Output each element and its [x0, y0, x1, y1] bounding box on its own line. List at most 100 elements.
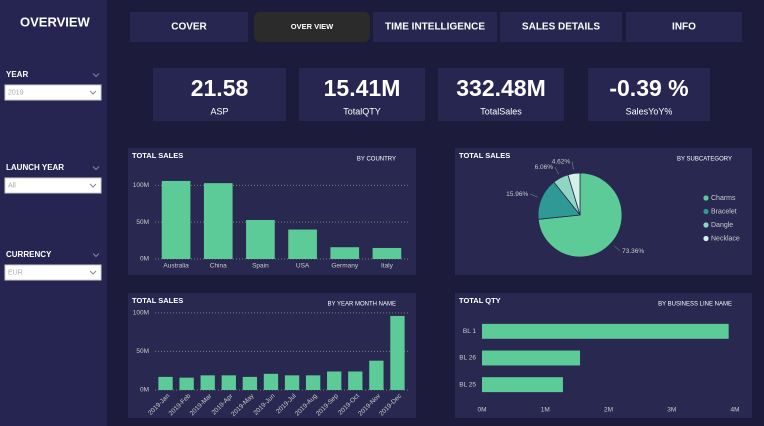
chart-subtitle: BY SUBCATEGORY: [677, 157, 732, 163]
legend-label: Necklace: [711, 235, 740, 242]
kpi-card: [299, 68, 425, 121]
bar: [203, 183, 233, 259]
bar: [200, 375, 215, 390]
chart-panel: [128, 293, 416, 418]
bar: [327, 371, 342, 390]
y-tick-label: 50M: [136, 348, 149, 355]
filter-value: All: [8, 182, 16, 189]
dropdown-arrow: [89, 183, 97, 188]
data-label: 73.36%: [622, 248, 644, 255]
chart-title: TOTAL SALES: [132, 151, 183, 160]
leader-line: [554, 167, 559, 175]
tab[interactable]: [500, 12, 622, 42]
tab-label: OVER VIEW: [291, 22, 334, 31]
bar: [372, 247, 402, 259]
bar: [161, 180, 191, 259]
bar: [348, 371, 363, 390]
filter-label: CURRENCY: [6, 250, 52, 259]
kpi-label: ASP: [210, 106, 228, 116]
dropdown-arrow: [89, 90, 97, 95]
filter-value: EUR: [8, 269, 23, 276]
filter-value: 2019: [8, 89, 24, 96]
tab-label: COVER: [171, 22, 207, 33]
bar: [482, 377, 563, 393]
x-tick-label: China: [210, 263, 227, 270]
kpi-card: [153, 68, 286, 121]
legend-swatch: [703, 235, 709, 242]
filter-label: YEAR: [6, 70, 28, 79]
bar: [482, 323, 729, 339]
kpi-value: 332.48M: [456, 75, 546, 101]
y-tick-label: 0M: [140, 256, 149, 263]
x-tick-label: 4M: [730, 407, 739, 414]
bar: [330, 247, 360, 259]
data-label: 6.06%: [535, 164, 554, 171]
chart-subtitle: BY COUNTRY: [357, 157, 396, 163]
x-tick-label: USA: [296, 263, 310, 270]
bar: [179, 377, 194, 390]
kpi-value: 15.41M: [324, 75, 401, 101]
legend-swatch: [703, 208, 709, 215]
bar: [158, 376, 173, 390]
kpi-label: TotalQTY: [343, 106, 381, 116]
filter-collapse-icon: [92, 166, 100, 171]
filter-dropdown[interactable]: [4, 84, 102, 101]
data-label: 4.62%: [552, 158, 571, 165]
leader-line: [530, 193, 538, 198]
kpi-card: [588, 68, 710, 121]
legend-label: Dangle: [711, 222, 733, 229]
x-tick-label: 2M: [604, 407, 613, 414]
y-tick-label: BL 1: [463, 328, 477, 335]
x-tick-label: Spain: [252, 263, 269, 270]
legend-swatch: [703, 195, 709, 201]
y-tick-label: BL 26: [459, 355, 476, 362]
bar: [305, 375, 321, 390]
active-tab[interactable]: [254, 12, 370, 42]
legend-label: Bracelet: [711, 208, 737, 215]
kpi-label: TotalSales: [480, 106, 522, 116]
sidebar: [0, 0, 107, 426]
pie-slice: [567, 172, 581, 216]
bar: [369, 360, 384, 390]
y-tick-label: 0M: [140, 387, 149, 394]
tab-label: INFO: [672, 22, 696, 33]
bar: [242, 376, 258, 390]
bar: [263, 373, 279, 390]
chart-subtitle: BY YEAR MONTH NAME: [328, 302, 396, 308]
bar: [288, 229, 317, 259]
filter-dropdown[interactable]: [4, 177, 102, 194]
tab-label: TIME INTELLIGENCE: [385, 22, 485, 33]
y-tick-label: 50M: [136, 219, 149, 226]
chart-title: TOTAL SALES: [132, 296, 183, 305]
legend-swatch: [703, 222, 709, 228]
filter-dropdown[interactable]: [4, 264, 102, 281]
chart-subtitle: BY BUSINESS LINE NAME: [658, 302, 732, 308]
x-tick-label: 1M: [541, 407, 550, 414]
legend-label: Charms: [711, 195, 736, 202]
filter-collapse-icon: [92, 253, 100, 258]
dropdown-arrow: [89, 270, 97, 275]
kpi-card: [438, 68, 564, 121]
kpi-value: 21.58: [191, 75, 249, 101]
leader-line: [613, 245, 621, 252]
bar: [284, 375, 300, 390]
y-tick-label: BL 25: [459, 381, 476, 388]
chart-title: TOTAL SALES: [459, 151, 510, 160]
bar: [482, 350, 581, 366]
x-tick-label: Australia: [163, 263, 189, 270]
tab-label: SALES DETAILS: [522, 22, 600, 33]
filter-collapse-icon: [92, 73, 100, 78]
y-tick-label: 100M: [133, 310, 149, 317]
x-tick-label: Italy: [381, 263, 394, 270]
tab[interactable]: [626, 12, 742, 42]
leader-line: [571, 161, 574, 170]
tab[interactable]: [373, 12, 497, 42]
bar: [390, 315, 405, 390]
bar: [246, 219, 275, 259]
x-tick-label: 0M: [477, 407, 486, 414]
data-label: 15.96%: [506, 191, 528, 198]
filter-label: LAUNCH YEAR: [6, 163, 64, 172]
chart-title: TOTAL QTY: [459, 296, 501, 305]
tab[interactable]: [130, 12, 248, 42]
kpi-label: SalesYoY%: [626, 106, 673, 116]
